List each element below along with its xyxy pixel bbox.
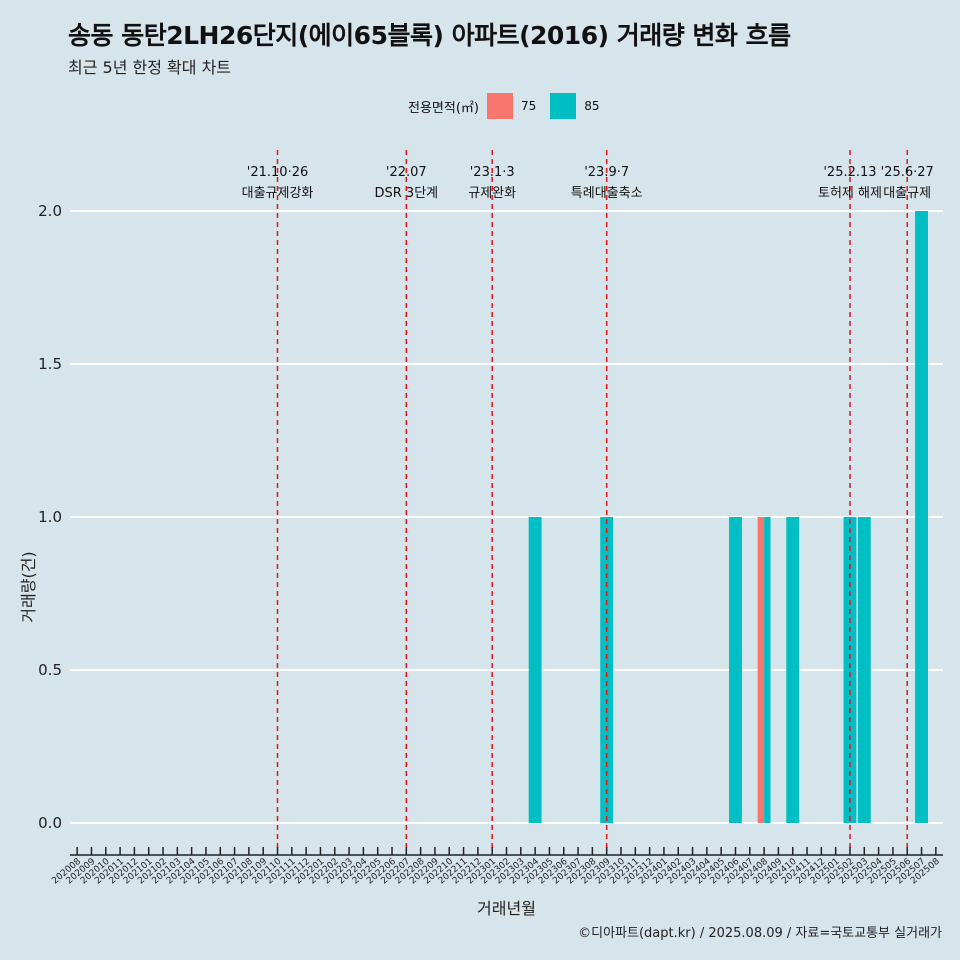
bar-85-202507 <box>915 211 928 823</box>
event-label: 대출규제 <box>883 186 931 201</box>
legend-label-85: 85 <box>584 99 600 113</box>
y-tick-label: 0.0 <box>38 814 62 832</box>
y-tick-label: 1.5 <box>38 355 62 373</box>
event-label: 특례대출축소 <box>571 186 643 201</box>
event-date-label: '21.10·26 <box>247 165 308 180</box>
legend-label-75: 75 <box>520 99 537 113</box>
bar-85-202502 <box>843 517 857 823</box>
legend: 전용면적(㎡) 75 85 <box>408 93 614 119</box>
bar-85-202304 <box>528 517 542 823</box>
bar-85-202408 <box>764 517 771 823</box>
bar-85-202309 <box>600 517 614 823</box>
chart-subtitle: 최근 5년 한정 확대 차트 <box>68 58 232 77</box>
legend-title: 전용면적(㎡) <box>408 100 479 116</box>
event-date-label: '23.1·3 <box>470 165 515 180</box>
caption: ©디아파트(dapt.kr) / 2025.08.09 / 자료=국토교통부 실… <box>578 926 942 941</box>
x-axis-title: 거래년월 <box>477 899 536 918</box>
event-label: 토허제 해제 <box>818 186 882 201</box>
y-tick-label: 0.5 <box>38 661 62 679</box>
legend-key-75 <box>486 93 513 119</box>
bar-85-202410 <box>786 517 800 823</box>
y-tick-label: 1.0 <box>38 508 62 526</box>
y-axis-title: 거래량(건) <box>19 551 38 622</box>
event-date-label: '23.9·7 <box>584 165 629 180</box>
event-label: DSR 3단계 <box>375 186 439 201</box>
chart-title: 송동 동탄2LH26단지(에이65블록) 아파트(2016) 거래량 변화 흐름 <box>68 21 791 50</box>
bar-85-202406 <box>729 517 742 823</box>
event-date-label: '25.6·27 <box>881 165 934 180</box>
y-tick-label: 2.0 <box>38 202 62 220</box>
legend-key-85 <box>550 93 577 119</box>
event-date-label: '22.07 <box>386 165 427 180</box>
event-label: 규제완화 <box>468 186 516 201</box>
bar-75-202408 <box>757 517 765 823</box>
event-date-label: '25.2.13 <box>823 165 876 180</box>
event-label: 대출규제강화 <box>242 186 314 201</box>
bar-85-202503 <box>857 517 871 823</box>
